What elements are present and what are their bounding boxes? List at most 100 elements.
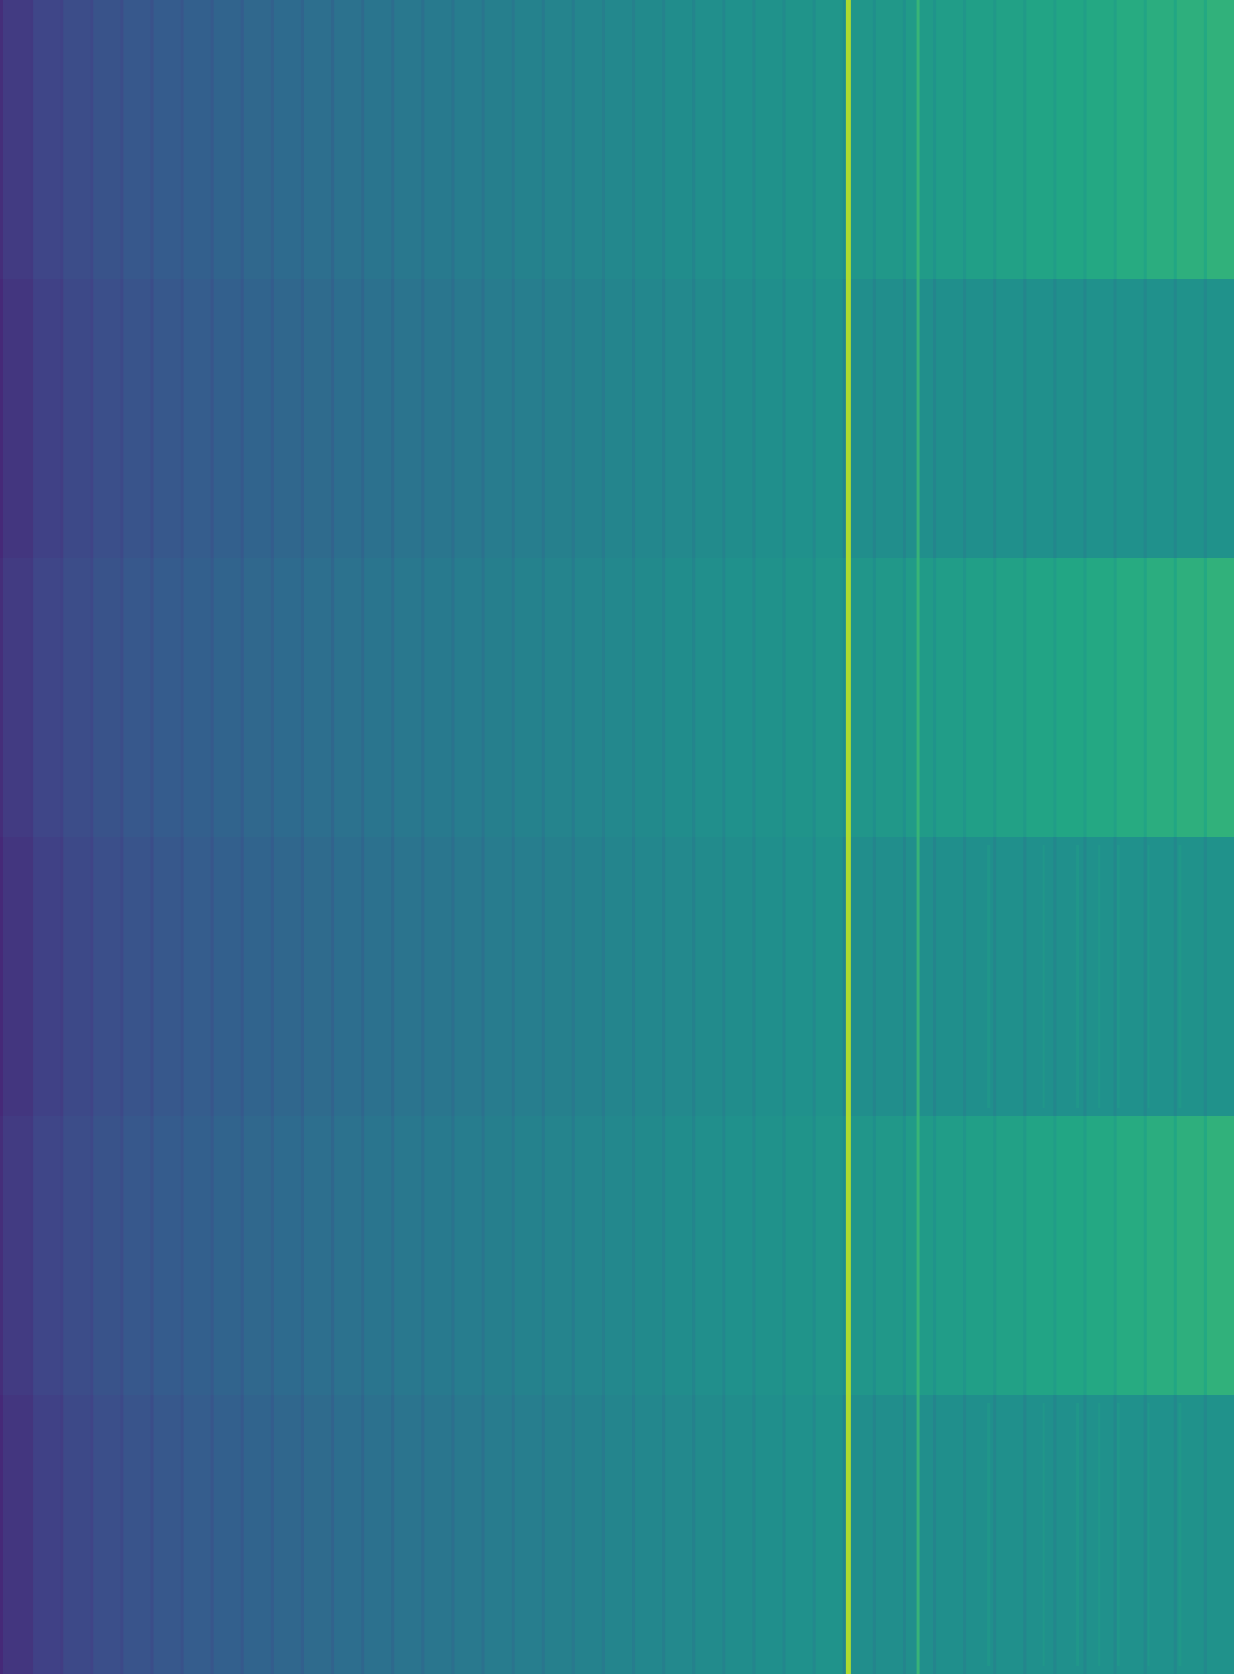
heatmap-stripe-edge xyxy=(632,0,636,280)
heatmap-cell xyxy=(571,279,603,559)
heatmap-row-band xyxy=(0,558,1234,838)
heatmap-stripe-edge xyxy=(150,558,154,838)
heatmap-cell xyxy=(662,1116,693,1396)
heatmap-cell xyxy=(270,837,302,1117)
heatmap-cell xyxy=(752,279,784,559)
heatmap-stripe-edge xyxy=(722,558,726,838)
heatmap-stripe-edge xyxy=(391,558,395,838)
heatmap-cell xyxy=(722,558,754,838)
heatmap-stripe-edge xyxy=(210,279,214,559)
heatmap-cell xyxy=(752,0,784,280)
heatmap-stripe-edge xyxy=(150,279,154,559)
heatmap-cell xyxy=(571,837,603,1117)
heatmap-cell xyxy=(30,1116,61,1396)
heatmap-cell xyxy=(60,279,91,559)
heatmap-stripe-edge xyxy=(692,1395,696,1674)
heatmap-cell xyxy=(872,837,904,1117)
heatmap-stripe-edge xyxy=(300,1395,304,1674)
heatmap-stripe-edge xyxy=(0,0,3,280)
heatmap-cell xyxy=(210,1116,242,1396)
heatmap-stripe-edge xyxy=(0,558,3,838)
heatmap-cell xyxy=(331,279,362,559)
heatmap-cell xyxy=(511,0,543,280)
heatmap-stripe-edge xyxy=(1083,279,1087,559)
heatmap-cell xyxy=(601,837,633,1117)
heatmap-stripe-edge xyxy=(541,279,545,559)
heatmap-cell xyxy=(0,0,31,280)
heatmap-stripe-edge xyxy=(842,1116,846,1396)
heatmap-stripe-edge xyxy=(421,1395,425,1674)
heatmap-stripe-edge xyxy=(1023,837,1027,1117)
heatmap-cell xyxy=(1083,558,1115,838)
heatmap-stripe-edge xyxy=(902,0,906,280)
heatmap-stripe-edge xyxy=(270,1395,274,1674)
heatmap-stripe-edge xyxy=(30,1395,34,1674)
heatmap-cell xyxy=(300,558,332,838)
heatmap-stripe-edge xyxy=(1173,0,1177,280)
heatmap-stripe-edge xyxy=(902,837,906,1117)
heatmap-cell xyxy=(1173,1116,1205,1396)
heatmap-cell xyxy=(933,0,964,280)
heatmap-stripe-edge xyxy=(481,0,485,280)
heatmap-cell xyxy=(1083,279,1115,559)
heatmap-stripe-edge xyxy=(60,279,64,559)
heatmap-stripe-edge xyxy=(722,1116,726,1396)
heatmap-cell xyxy=(872,558,904,838)
heatmap-cell xyxy=(331,1395,362,1674)
heatmap-cell xyxy=(60,558,91,838)
heatmap-cell xyxy=(60,837,91,1117)
heatmap-cell xyxy=(632,279,663,559)
heatmap-stripe-edge xyxy=(1083,837,1087,1117)
heatmap-stripe-edge xyxy=(421,1116,425,1396)
heatmap-stripe-edge xyxy=(391,0,395,280)
heatmap-cell xyxy=(782,1116,814,1396)
heatmap-stripe-edge xyxy=(210,0,214,280)
heatmap-stripe-edge xyxy=(451,279,455,559)
heatmap-stripe-edge xyxy=(1173,1395,1177,1674)
heatmap-stripe-edge xyxy=(1053,0,1057,280)
heatmap-stripe-edge xyxy=(842,837,846,1117)
heatmap-stripe-edge xyxy=(662,1116,666,1396)
heatmap-cell xyxy=(451,558,483,838)
heatmap-cell xyxy=(1053,837,1085,1117)
heatmap-stripe-edge xyxy=(993,279,997,559)
heatmap-cell xyxy=(1023,279,1055,559)
heatmap-cell xyxy=(361,1116,392,1396)
heatmap-stripe-edge xyxy=(60,1116,64,1396)
heatmap-stripe-edge xyxy=(120,279,124,559)
heatmap-cell xyxy=(120,837,152,1117)
heatmap-stripe-edge xyxy=(722,837,726,1117)
heatmap-cell xyxy=(331,558,362,838)
heatmap-stripe-edge xyxy=(601,1116,605,1396)
heatmap-stripe-edge xyxy=(270,0,274,280)
heatmap-cell xyxy=(150,1116,182,1396)
heatmap-stripe-edge xyxy=(361,558,365,838)
heatmap-stripe-edge xyxy=(331,1395,335,1674)
heatmap-cell xyxy=(1143,279,1175,559)
heatmap-stripe-edge xyxy=(331,837,335,1117)
heatmap-cell xyxy=(210,837,242,1117)
heatmap-cell xyxy=(421,558,453,838)
heatmap-cell xyxy=(120,0,152,280)
heatmap-cell xyxy=(993,1395,1024,1674)
heatmap-stripe-edge xyxy=(692,837,696,1117)
heatmap-cell xyxy=(30,558,61,838)
heatmap-cell xyxy=(963,279,994,559)
heatmap-stripe-edge xyxy=(180,279,184,559)
heatmap-cell xyxy=(933,279,964,559)
heatmap-cell xyxy=(722,0,754,280)
heatmap-stripe-edge xyxy=(511,558,515,838)
heatmap-stripe-edge xyxy=(752,0,756,280)
heatmap-cell xyxy=(752,558,784,838)
heatmap-stripe-edge xyxy=(601,1395,605,1674)
heatmap-cell xyxy=(240,1116,272,1396)
heatmap-cell xyxy=(872,0,904,280)
heatmap-cell xyxy=(1023,837,1055,1117)
heatmap-cell xyxy=(421,837,453,1117)
heatmap-stripe-edge xyxy=(1053,1395,1057,1674)
heatmap-stripe-edge xyxy=(60,1395,64,1674)
heatmap-stripe-edge xyxy=(933,1395,937,1674)
heatmap-stripe-edge xyxy=(0,1116,3,1396)
heatmap-stripe-edge xyxy=(300,0,304,280)
